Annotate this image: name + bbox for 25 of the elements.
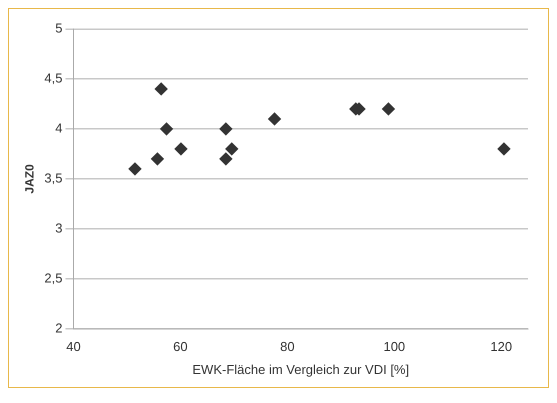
point [174,142,188,156]
x-tick-label: 40 [66,339,81,354]
point [154,82,168,96]
y-tick-label: 4,5 [44,70,62,86]
x-axis-title: EWK-Fläche im Vergleich zur VDI [%] [192,362,410,377]
y-tick-label: 5 [55,20,62,36]
y-tick-label: 3 [55,220,62,236]
point [150,152,164,166]
x-tick-label: 60 [173,339,188,354]
point [219,122,232,136]
x-tick-label: 80 [280,339,295,354]
point [497,142,510,156]
point [128,162,142,176]
x-tick-label: 120 [490,339,512,354]
point [219,152,232,166]
y-tick-label: 2 [55,320,62,336]
y-axis-title: JAZ0 [22,164,37,194]
point [268,112,282,126]
point [160,122,174,136]
y-tick-label: 4 [55,120,62,136]
point [225,142,238,156]
x-tick-label: 100 [383,339,406,354]
y-tick-label: 2,5 [44,270,62,286]
point [382,102,395,116]
y-tick-label: 3,5 [44,170,62,186]
